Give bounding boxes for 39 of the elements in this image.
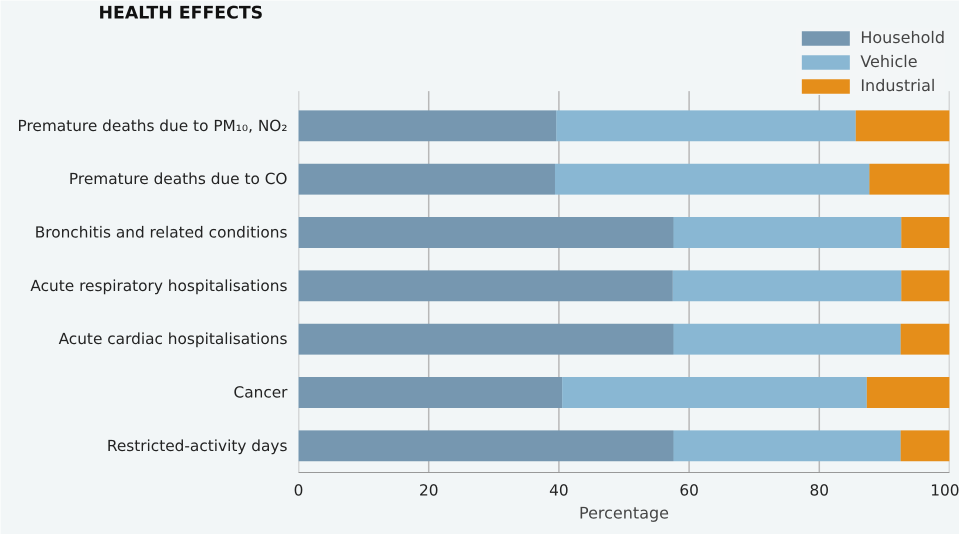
bar: [298, 270, 673, 302]
bar: [673, 217, 902, 248]
legend-label: Household: [860, 28, 945, 47]
bar: [673, 430, 901, 462]
y-tick-label: Premature deaths due to PM₁₀, NO₂: [17, 116, 288, 135]
bar: [901, 217, 950, 248]
bar: [856, 110, 950, 142]
x-tick-label: 40: [549, 482, 569, 500]
bar: [900, 324, 950, 355]
y-tick-label: Restricted-activity days: [106, 436, 288, 455]
legend-label: Industrial: [860, 76, 936, 95]
bar: [298, 430, 674, 462]
y-tick-label: Cancer: [234, 384, 288, 402]
chart-title: HEALTH EFFECTS: [98, 4, 264, 24]
x-tick-label: 0: [294, 482, 304, 500]
bar: [672, 270, 902, 302]
y-tick-label: Bronchitis and related conditions: [34, 224, 288, 242]
y-tick-label: Acute cardiac hospitalisations: [58, 330, 288, 348]
x-tick-label: 100: [930, 482, 959, 500]
legend-label: Vehicle: [860, 52, 918, 71]
bar: [298, 377, 562, 408]
x-tick-label: 80: [810, 482, 830, 500]
bar: [562, 377, 867, 408]
x-tick-label: 20: [418, 482, 438, 500]
bar: [298, 164, 555, 195]
x-tick-label: 60: [679, 482, 699, 500]
bar: [900, 430, 950, 462]
y-tick-label: Acute respiratory hospitalisations: [30, 276, 288, 295]
x-axis-title: Percentage: [578, 504, 670, 522]
bar: [866, 377, 950, 408]
bar: [556, 110, 856, 142]
bar: [869, 164, 950, 195]
bar: [298, 324, 674, 355]
bar: [298, 110, 556, 142]
bar: [554, 164, 870, 195]
bar: [901, 270, 950, 302]
y-tick-label: Premature deaths due to CO: [68, 170, 288, 188]
bar: [673, 324, 901, 355]
bar: [298, 217, 674, 248]
